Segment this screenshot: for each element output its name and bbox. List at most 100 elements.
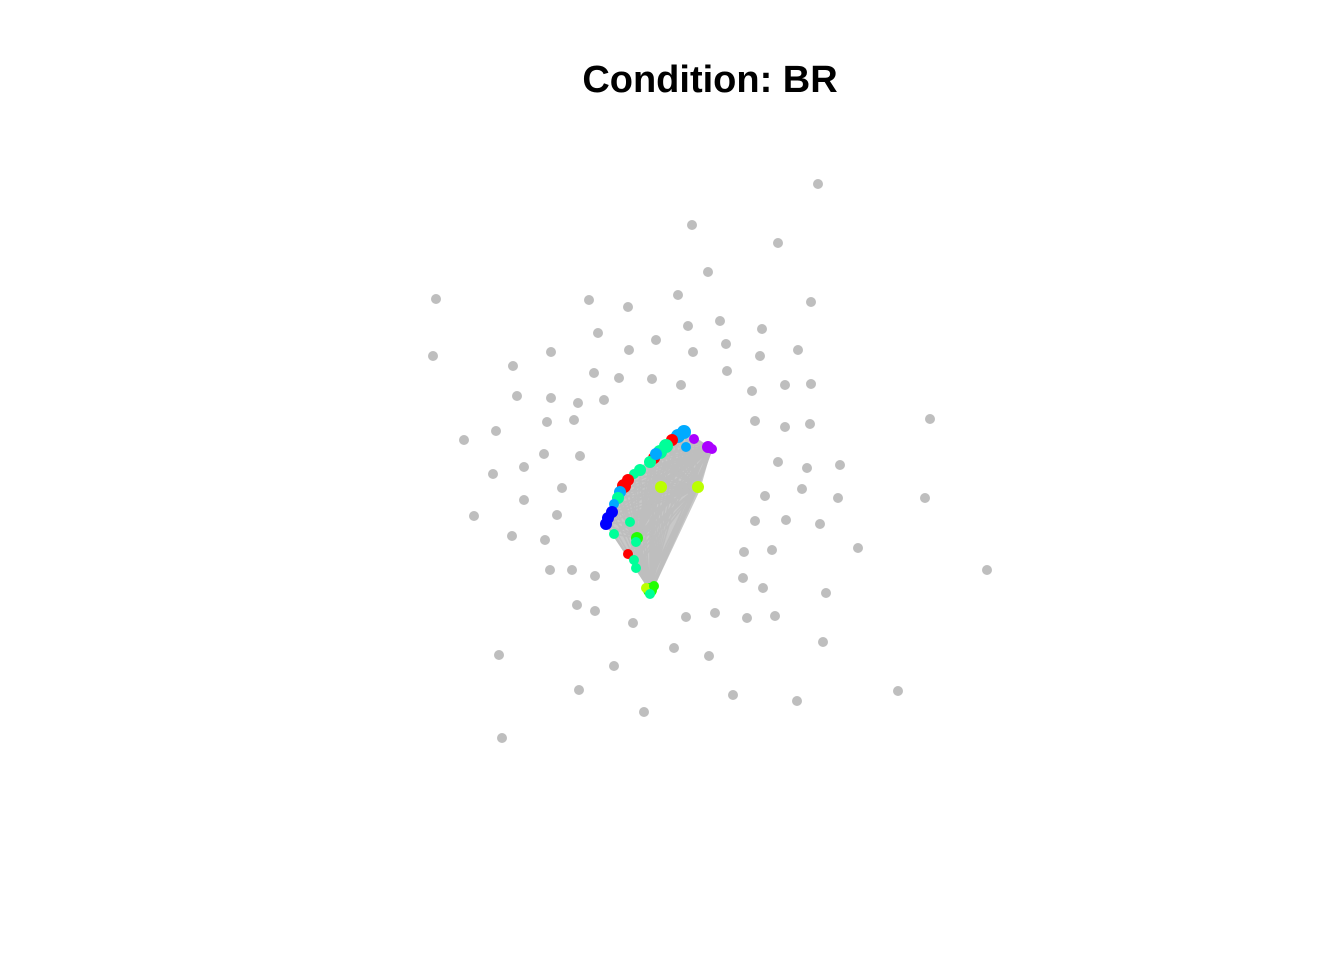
isolated-node xyxy=(459,435,469,445)
isolated-node xyxy=(488,469,498,479)
isolated-node xyxy=(806,379,816,389)
isolated-node xyxy=(519,462,529,472)
isolated-node xyxy=(773,457,783,467)
isolated-node xyxy=(747,386,757,396)
isolated-node xyxy=(494,650,504,660)
isolated-node xyxy=(802,463,812,473)
isolated-node xyxy=(780,380,790,390)
isolated-node xyxy=(721,339,731,349)
isolated-node xyxy=(623,302,633,312)
isolated-node xyxy=(805,419,815,429)
isolated-node xyxy=(507,531,517,541)
isolated-node xyxy=(546,393,556,403)
isolated-node xyxy=(469,511,479,521)
isolated-node xyxy=(687,220,697,230)
isolated-node xyxy=(491,426,501,436)
plot-title: Condition: BR xyxy=(582,59,838,101)
isolated-node xyxy=(669,643,679,653)
isolated-node xyxy=(590,606,600,616)
isolated-node xyxy=(728,690,738,700)
edges-layer xyxy=(605,430,713,595)
isolated-node xyxy=(647,374,657,384)
cluster-node xyxy=(645,589,655,599)
isolated-node xyxy=(512,391,522,401)
isolated-node xyxy=(767,545,777,555)
isolated-node xyxy=(572,600,582,610)
isolated-node xyxy=(546,347,556,357)
isolated-node xyxy=(793,345,803,355)
isolated-node xyxy=(757,324,767,334)
cluster-node xyxy=(707,444,717,454)
isolated-node xyxy=(519,495,529,505)
isolated-node xyxy=(639,707,649,717)
isolated-node xyxy=(815,519,825,529)
cluster-node xyxy=(692,481,704,493)
isolated-node xyxy=(584,295,594,305)
isolated-node xyxy=(552,510,562,520)
isolated-node xyxy=(545,565,555,575)
cluster-node xyxy=(681,442,691,452)
isolated-node xyxy=(758,583,768,593)
edge xyxy=(649,486,699,591)
cluster-node xyxy=(649,581,659,591)
isolated-node xyxy=(628,618,638,628)
isolated-node xyxy=(688,347,698,357)
isolated-node xyxy=(624,345,634,355)
isolated-node xyxy=(797,484,807,494)
isolated-node xyxy=(982,565,992,575)
edge xyxy=(613,448,712,505)
isolated-node xyxy=(609,661,619,671)
isolated-node xyxy=(821,588,831,598)
isolated-node xyxy=(681,612,691,622)
edge xyxy=(623,485,638,539)
isolated-node xyxy=(792,696,802,706)
isolated-node xyxy=(893,686,903,696)
isolated-node xyxy=(673,290,683,300)
edge xyxy=(635,486,662,569)
isolated-node xyxy=(833,493,843,503)
isolated-node xyxy=(497,733,507,743)
isolated-node xyxy=(781,515,791,525)
isolated-node xyxy=(573,398,583,408)
isolated-node xyxy=(428,351,438,361)
edge xyxy=(660,448,712,488)
edge xyxy=(633,448,712,561)
edge xyxy=(636,537,655,587)
isolated-node xyxy=(703,267,713,277)
isolated-node xyxy=(715,316,725,326)
isolated-node xyxy=(508,361,518,371)
cluster-node xyxy=(631,537,641,547)
isolated-node xyxy=(589,368,599,378)
isolated-node xyxy=(925,414,935,424)
edge xyxy=(636,486,662,539)
isolated-node xyxy=(599,395,609,405)
edge xyxy=(649,486,662,591)
isolated-node xyxy=(780,422,790,432)
cluster-node xyxy=(609,529,619,539)
isolated-node xyxy=(590,571,600,581)
isolated-node xyxy=(835,460,845,470)
isolated-node xyxy=(773,238,783,248)
cluster-node xyxy=(631,563,641,573)
isolated-node xyxy=(750,516,760,526)
cluster-node xyxy=(655,481,667,493)
isolated-node xyxy=(676,380,686,390)
isolated-node xyxy=(710,608,720,618)
isolated-node xyxy=(739,547,749,557)
isolated-node xyxy=(770,611,780,621)
isolated-node xyxy=(755,351,765,361)
isolated-node xyxy=(557,483,567,493)
isolated-node xyxy=(542,417,552,427)
isolated-node xyxy=(569,415,579,425)
isolated-node xyxy=(593,328,603,338)
isolated-node xyxy=(614,373,624,383)
isolated-node xyxy=(722,366,732,376)
isolated-node xyxy=(539,449,549,459)
isolated-node xyxy=(853,543,863,553)
cluster-node xyxy=(625,517,635,527)
isolated-node xyxy=(806,297,816,307)
isolated-node xyxy=(567,565,577,575)
isolated-node xyxy=(540,535,550,545)
isolated-node xyxy=(738,573,748,583)
nodes-layer xyxy=(428,179,992,743)
